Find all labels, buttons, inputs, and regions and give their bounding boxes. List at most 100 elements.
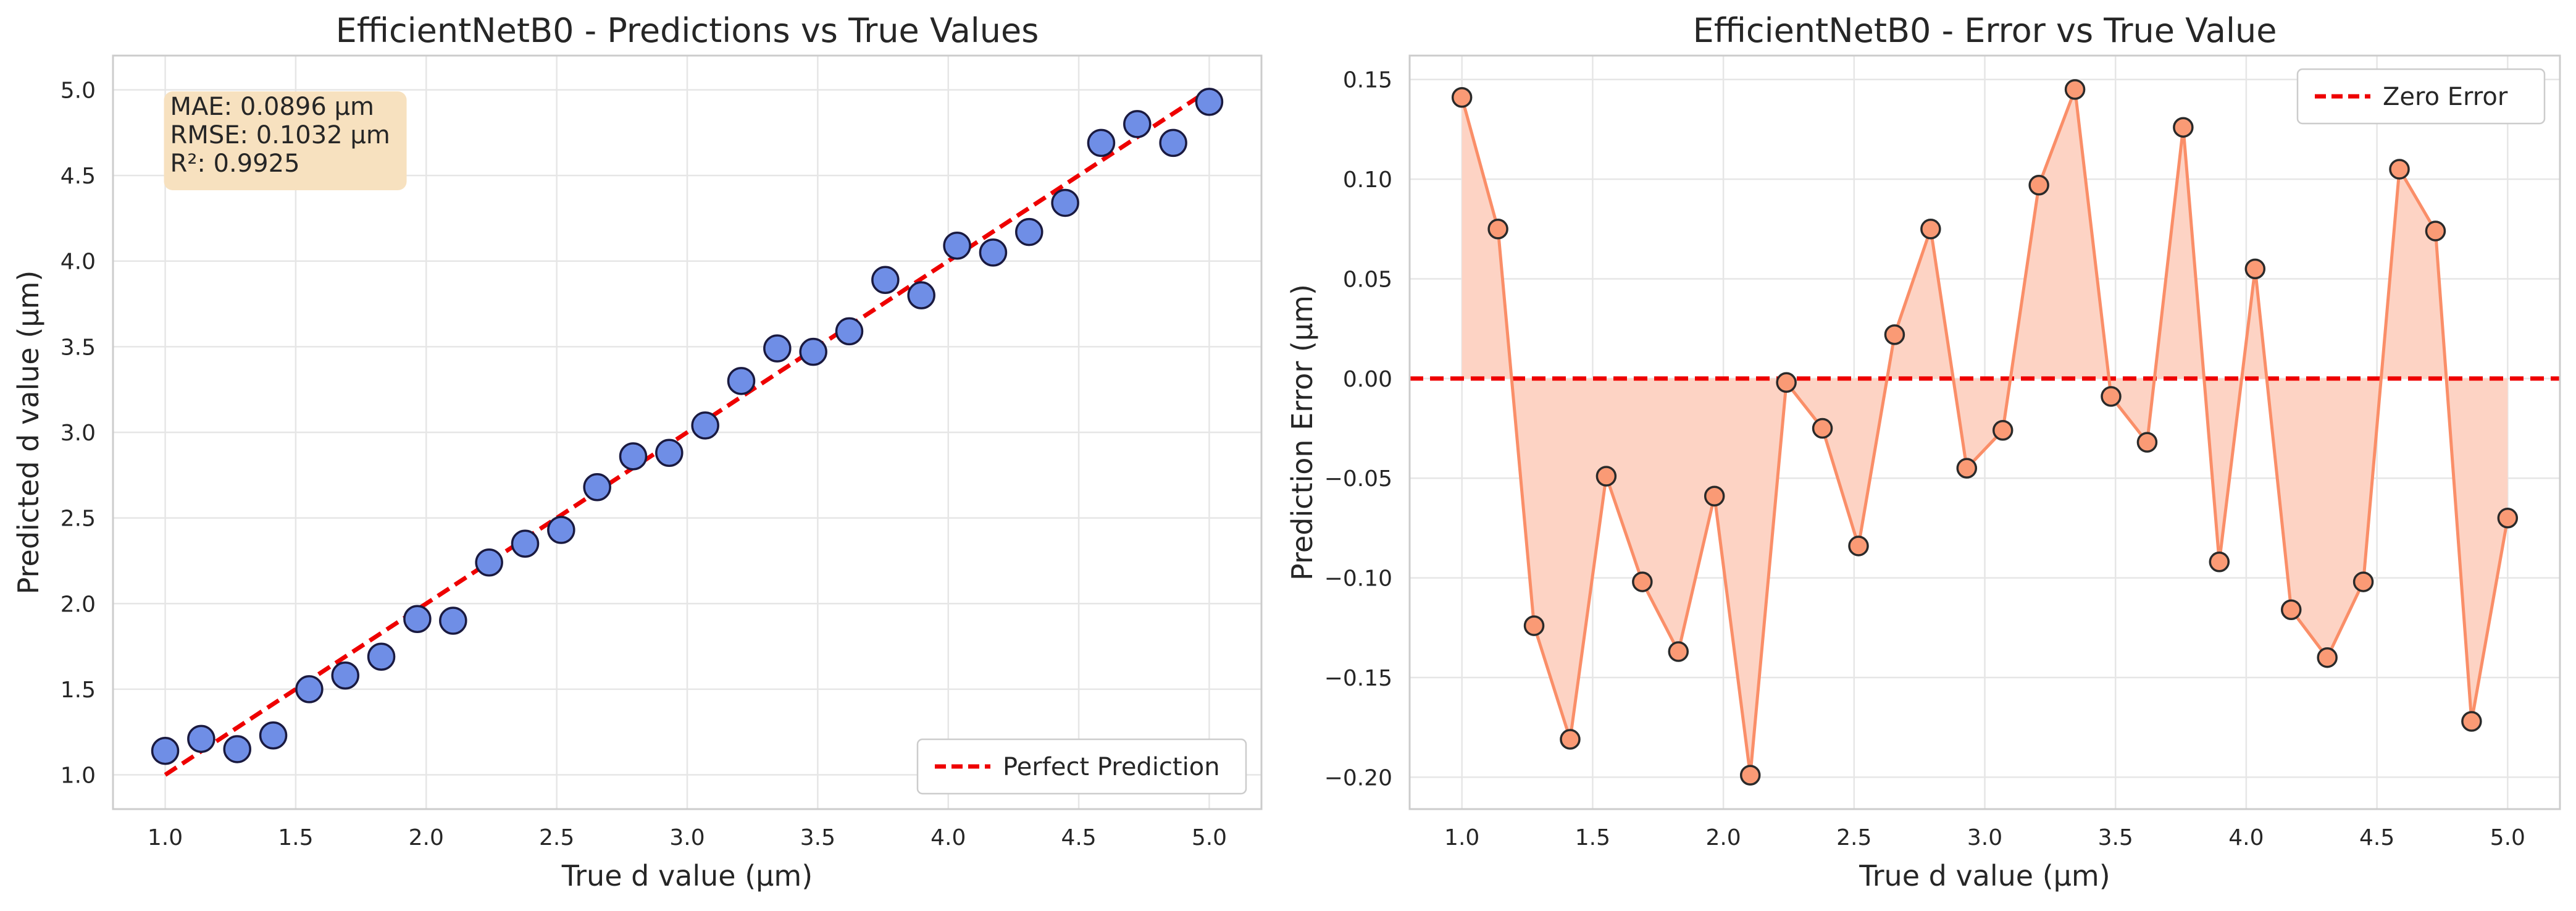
y-tick-label: 2.5 [61, 506, 96, 532]
data-point [1560, 729, 1581, 750]
plot-frame [112, 54, 1263, 810]
error-panel: EfficientNetB0 - Error vs True Value 1.0… [1286, 11, 2561, 892]
x-tick-label: 1.0 [148, 825, 183, 850]
chart-title: EfficientNetB0 - Error vs True Value [1693, 11, 2277, 50]
predictions-panel: EfficientNetB0 - Predictions vs True Val… [12, 11, 1263, 892]
data-point [583, 472, 611, 502]
data-point [2244, 258, 2266, 280]
y-tick-label: 0.15 [1343, 68, 1392, 93]
x-tick-label: 2.0 [1705, 825, 1741, 850]
data-point [2425, 220, 2446, 241]
data-point [763, 334, 792, 363]
data-marks [1410, 79, 2560, 786]
data-point [511, 529, 540, 558]
data-point [2136, 432, 2158, 453]
data-point [295, 675, 324, 703]
data-point [2497, 508, 2519, 529]
y-tick-label: 0.05 [1343, 267, 1392, 292]
stats-mae: MAE: 0.0896 μm [170, 93, 374, 121]
data-point [1015, 217, 1043, 246]
data-point [1704, 485, 1725, 507]
chart-title: EfficientNetB0 - Predictions vs True Val… [336, 11, 1039, 50]
x-tick-label: 3.0 [1967, 825, 2002, 850]
x-axis-label: True d value (μm) [561, 859, 813, 892]
data-point [2209, 552, 2230, 573]
y-tick-label: 0.00 [1343, 367, 1392, 392]
data-point [2101, 386, 2122, 407]
x-tick-label: 1.5 [278, 825, 313, 850]
data-point [691, 411, 719, 440]
data-point [2173, 117, 2194, 138]
data-point [1451, 87, 1473, 108]
legend-label-perfect-prediction: Perfect Prediction [1003, 753, 1220, 781]
plot-frame [1408, 54, 2561, 810]
x-tick-label: 1.5 [1575, 825, 1610, 850]
y-tick-label: 3.5 [61, 335, 96, 360]
data-point [151, 736, 180, 765]
data-point [1051, 188, 1079, 217]
x-tick-label: 3.0 [669, 825, 705, 850]
legend: Zero Error [2296, 68, 2546, 125]
y-tick-label: −0.10 [1324, 566, 1392, 592]
x-tick-label: 2.0 [409, 825, 444, 850]
y-tick-label: 4.5 [61, 164, 96, 189]
data-point [2028, 175, 2049, 196]
legend-label-zero-error: Zero Error [2383, 83, 2508, 111]
y-tick-label: −0.05 [1324, 466, 1392, 492]
stats-rmse: RMSE: 0.1032 μm [170, 121, 390, 149]
data-point [475, 548, 503, 577]
data-point [2461, 711, 2482, 732]
data-point [1123, 110, 1152, 138]
x-tick-labels: 1.0 1.5 2.0 2.5 3.0 3.5 4.0 4.5 5.0 [148, 825, 1227, 850]
data-point [2317, 647, 2338, 668]
legend-box [916, 738, 1247, 795]
data-point [2280, 599, 2302, 620]
error-fill-area [1462, 89, 2508, 776]
data-point [1632, 571, 1653, 592]
error-line [1460, 88, 2509, 777]
data-point [331, 661, 359, 690]
data-point [1884, 324, 1905, 345]
x-tick-label: 4.5 [1061, 825, 1096, 850]
perfect-prediction-line [164, 88, 1211, 777]
y-tick-label: 3.0 [61, 421, 96, 446]
x-tick-label: 4.0 [2228, 825, 2264, 850]
y-tick-label: −0.20 [1324, 765, 1392, 791]
y-tick-label: 5.0 [61, 78, 96, 103]
data-point [1195, 88, 1224, 116]
y-axis-label: Predicted d value (μm) [12, 271, 45, 595]
data-point [619, 442, 648, 471]
data-point [259, 721, 288, 750]
y-tick-label: −0.15 [1324, 666, 1392, 691]
y-axis-label: Prediction Error (μm) [1286, 284, 1319, 581]
data-point [1776, 372, 1797, 393]
data-point [1848, 535, 1869, 556]
x-tick-label: 3.5 [800, 825, 835, 850]
data-point [655, 439, 684, 468]
data-point [835, 317, 864, 346]
data-point [1487, 219, 1508, 240]
x-tick-label: 5.0 [2490, 825, 2525, 850]
y-tick-label: 4.0 [61, 250, 96, 275]
data-point [1595, 466, 1617, 487]
data-point [1739, 765, 1761, 786]
data-point [2389, 159, 2410, 180]
stats-box: MAE: 0.0896 μm RMSE: 0.1032 μm R²: 0.992… [164, 91, 407, 190]
data-point [943, 232, 971, 260]
data-point [2352, 571, 2374, 592]
x-axis-label: True d value (μm) [1859, 859, 2110, 892]
data-point [1087, 128, 1116, 157]
data-point [403, 605, 432, 633]
y-tick-label: 0.10 [1343, 167, 1392, 193]
data-point [1956, 458, 1978, 479]
x-tick-labels: 1.0 1.5 2.0 2.5 3.0 3.5 4.0 4.5 5.0 [1444, 825, 2525, 850]
x-tick-label: 4.0 [930, 825, 966, 850]
data-point [1668, 641, 1689, 662]
x-tick-label: 2.5 [1836, 825, 1871, 850]
data-point [727, 367, 756, 395]
data-marks [151, 88, 1224, 777]
data-point [979, 238, 1008, 267]
stats-box-background [164, 91, 407, 190]
y-tick-label: 1.0 [61, 763, 96, 789]
data-point [439, 607, 467, 635]
